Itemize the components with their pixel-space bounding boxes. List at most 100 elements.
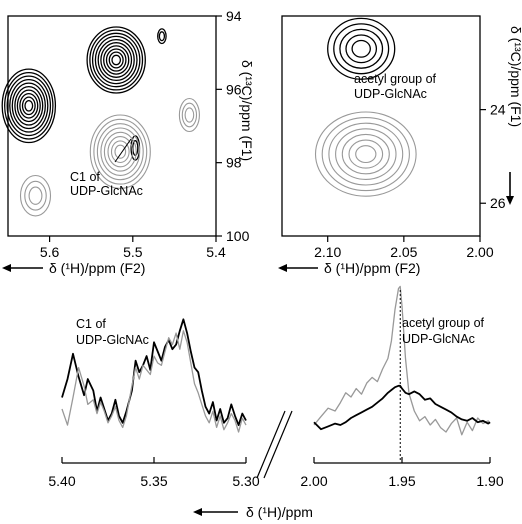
hsqc-acetyl-x-label: δ (¹H)/ppm (F2) xyxy=(324,260,420,276)
spectrum-acetyl-panel: 2.00 1.95 1.90 acetyl group of UDP-GlcNAc xyxy=(300,285,504,489)
hsqc-anomeric-x-arrow-head xyxy=(2,264,11,272)
contour-s0-p1-l2 xyxy=(6,75,52,137)
contour-s1-p0-l5 xyxy=(348,139,384,169)
contour-s1-p1-l0 xyxy=(19,174,52,217)
hsqc-anomeric-x-label: δ (¹H)/ppm (F2) xyxy=(49,260,145,276)
x-tick-label: 2.10 xyxy=(314,244,341,260)
hsqc-acetyl-x-arrow-head xyxy=(278,264,287,272)
hsqc-acetyl-y-ticks: 24 26 xyxy=(480,102,506,211)
contour-s0-p1-l1 xyxy=(4,71,54,140)
contour-s1-p0-l1 xyxy=(321,117,410,192)
contour-s1-p2-l1 xyxy=(181,102,198,128)
contour-s0-p1-l6 xyxy=(16,89,41,123)
contour-s0-p1-l5 xyxy=(14,85,44,126)
contour-s0-p0-l2 xyxy=(91,32,141,88)
contour-s1-p1-l1 xyxy=(24,180,47,211)
contour-s0-p0-l3 xyxy=(94,35,138,85)
contour-s0-p1-l8 xyxy=(21,96,36,116)
hsqc-anomeric-panel: 5.6 5.5 5.4 94 96 98 100 C1 of UDP-GlcNAc δ (… xyxy=(1,8,255,276)
contour-s0-p1-l4 xyxy=(11,82,46,130)
contour-s0-p0-l1 xyxy=(89,29,144,91)
contour-s1-p0-l2 xyxy=(328,122,404,186)
contour-s1-p0-l0 xyxy=(314,111,417,197)
spectrum-anomeric-panel: 5.40 5.35 5.30 C1 of UDP-GlcNAc xyxy=(48,317,259,489)
hsqc-anomeric-y-ticks: 94 96 98 100 xyxy=(216,8,250,244)
hsqc-anomeric-frame xyxy=(7,15,217,237)
hsqc-acetyl-x-ticks: 2.10 2.05 2.00 xyxy=(314,236,494,260)
contour-s1-p0-l2 xyxy=(96,123,144,181)
hsqc-acetyl-frame xyxy=(281,15,481,237)
y-tick-label: 100 xyxy=(226,228,250,244)
contour-s0-p2-l0 xyxy=(157,28,167,45)
x-tick-label: 5.6 xyxy=(40,244,60,260)
contour-s1-p0-l1 xyxy=(93,118,148,185)
spectrum-anomeric-annotation-line1: C1 of xyxy=(76,317,106,331)
contour-s0-p0-l7 xyxy=(105,48,127,72)
y-tick-label: 96 xyxy=(226,81,242,97)
contour-s1-p0-l0 xyxy=(89,114,151,189)
x-tick-label: 5.30 xyxy=(232,473,259,489)
contour-s0-p1-l9 xyxy=(24,99,34,112)
contour-s1-p0-l5 xyxy=(107,136,134,168)
contour-s1-p0-l7 xyxy=(114,144,127,159)
y-tick-label: 98 xyxy=(226,155,242,171)
x-tick-label: 5.4 xyxy=(206,244,226,260)
hsqc-acetyl-panel: 2.10 2.05 2.00 24 26 acetyl group of UDP-Gl… xyxy=(278,15,522,276)
contour-s0-p0-l9 xyxy=(111,54,122,66)
spectrum-series-0 xyxy=(313,285,491,436)
axis-break-mark-1 xyxy=(256,410,286,479)
contour-s0-p0-l3 xyxy=(345,34,378,64)
x-tick-label: 5.40 xyxy=(48,473,75,489)
contour-s0-p0-l8 xyxy=(108,51,124,69)
hsqc-anomeric-annotation-pointer xyxy=(114,138,132,163)
x-tick-label: 1.95 xyxy=(388,473,415,489)
spectrum-anomeric-x-ticks: 5.40 5.35 5.30 xyxy=(48,457,260,489)
x-tick-label: 1.90 xyxy=(476,473,503,489)
x-tick-label: 5.35 xyxy=(140,473,167,489)
bottom-x-label: δ (¹H)/ppm xyxy=(246,504,313,520)
contour-s0-p0-l1 xyxy=(333,23,390,75)
contour-s0-p1-l3 xyxy=(9,78,49,133)
contour-s1-p0-l4 xyxy=(341,133,390,175)
contour-s0-p2-l1 xyxy=(158,31,166,42)
contour-s0-p0-l4 xyxy=(351,39,371,58)
contour-s1-p2-l2 xyxy=(184,107,195,123)
contour-s1-p2-l0 xyxy=(178,97,200,133)
hsqc-acetyl-annotation-line2: UDP-GlcNAc xyxy=(354,87,427,101)
spectrum-anomeric-traces xyxy=(61,318,247,433)
spectrum-series-0 xyxy=(61,318,247,427)
contour-s0-p0-l2 xyxy=(339,28,384,69)
contour-s1-p0-l4 xyxy=(103,131,137,172)
contour-s1-p1-l2 xyxy=(28,186,43,205)
contour-s0-p0-l6 xyxy=(103,45,130,75)
x-tick-label: 2.05 xyxy=(390,244,417,260)
y-tick-label: 94 xyxy=(226,8,242,24)
x-tick-label: 2.00 xyxy=(300,473,327,489)
x-tick-label: 2.00 xyxy=(466,244,493,260)
axis-break-mark-2 xyxy=(263,410,293,479)
contour-s0-p0-l5 xyxy=(100,42,133,78)
contour-s1-p0-l3 xyxy=(335,128,397,180)
spectrum-anomeric-annotation-line2: UDP-GlcNAc xyxy=(76,333,149,347)
hsqc-anomeric-annotation-line1: C1 of xyxy=(70,170,100,184)
contour-s0-p3-l1 xyxy=(132,140,139,156)
contour-s0-p0-l0 xyxy=(327,17,396,80)
hsqc-acetyl-contours xyxy=(314,17,417,197)
contour-s0-p1-l7 xyxy=(19,92,39,119)
contour-s1-p0-l3 xyxy=(100,127,141,176)
spectrum-acetyl-annotation-line1: acetyl group of xyxy=(402,316,485,330)
contour-s0-p1-l0 xyxy=(1,68,57,144)
spectrum-acetyl-annotation-line2: UDP-GlcNAc xyxy=(402,332,475,346)
hsqc-anomeric-contours xyxy=(1,26,200,217)
contour-s1-p0-l6 xyxy=(355,145,377,164)
y-tick-label: 24 xyxy=(490,102,506,118)
contour-s1-p0-l6 xyxy=(110,140,130,164)
contour-s0-p0-l0 xyxy=(86,26,146,94)
bottom-x-arrow-head xyxy=(193,508,202,516)
hsqc-anomeric-y-label: δ (¹³C)/ppm (F1) xyxy=(239,60,255,161)
spectrum-acetyl-traces xyxy=(313,285,491,436)
spectrum-acetyl-x-ticks: 2.00 1.95 1.90 xyxy=(300,457,504,489)
hsqc-acetyl-y-label: δ (¹³C)/ppm (F1) xyxy=(508,26,522,127)
spectrum-series-1 xyxy=(313,384,491,431)
